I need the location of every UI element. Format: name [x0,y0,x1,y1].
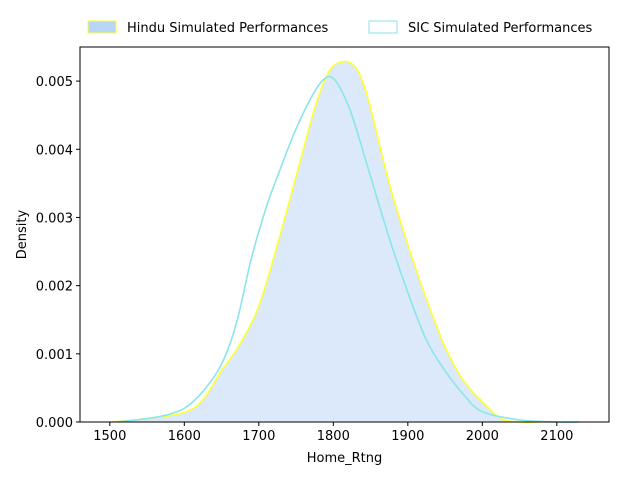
x-tick-label: 2000 [466,429,499,444]
legend-label-1: SIC Simulated Performances [408,21,592,36]
legend-label-0: Hindu Simulated Performances [127,21,328,36]
y-tick-label: 0.004 [36,143,73,158]
y-axis-label: Density [15,209,30,259]
legend-swatch-1 [368,20,398,34]
series-1-line [117,75,580,423]
x-tick-label: 1800 [317,429,350,444]
y-tick-label: 0.001 [36,348,73,363]
x-tick-label: 2100 [540,429,573,444]
x-tick-label: 1500 [93,429,126,444]
y-tick-label: 0.003 [36,211,73,226]
y-tick-label: 0.005 [36,75,73,90]
legend-swatch-0 [87,20,117,34]
y-tick-label: 0.002 [36,280,73,295]
axes-frame [79,46,610,423]
x-tick-label: 1700 [242,429,275,444]
x-axis-label: Home_Rtng [307,451,383,466]
legend: Hindu Simulated Performances SIC Simulate… [87,20,592,36]
series-0-area [109,61,539,423]
x-tick-label: 1600 [168,429,201,444]
y-tick-label: 0.000 [36,416,73,431]
x-tick-label: 1900 [391,429,424,444]
series-0-line [109,60,539,424]
